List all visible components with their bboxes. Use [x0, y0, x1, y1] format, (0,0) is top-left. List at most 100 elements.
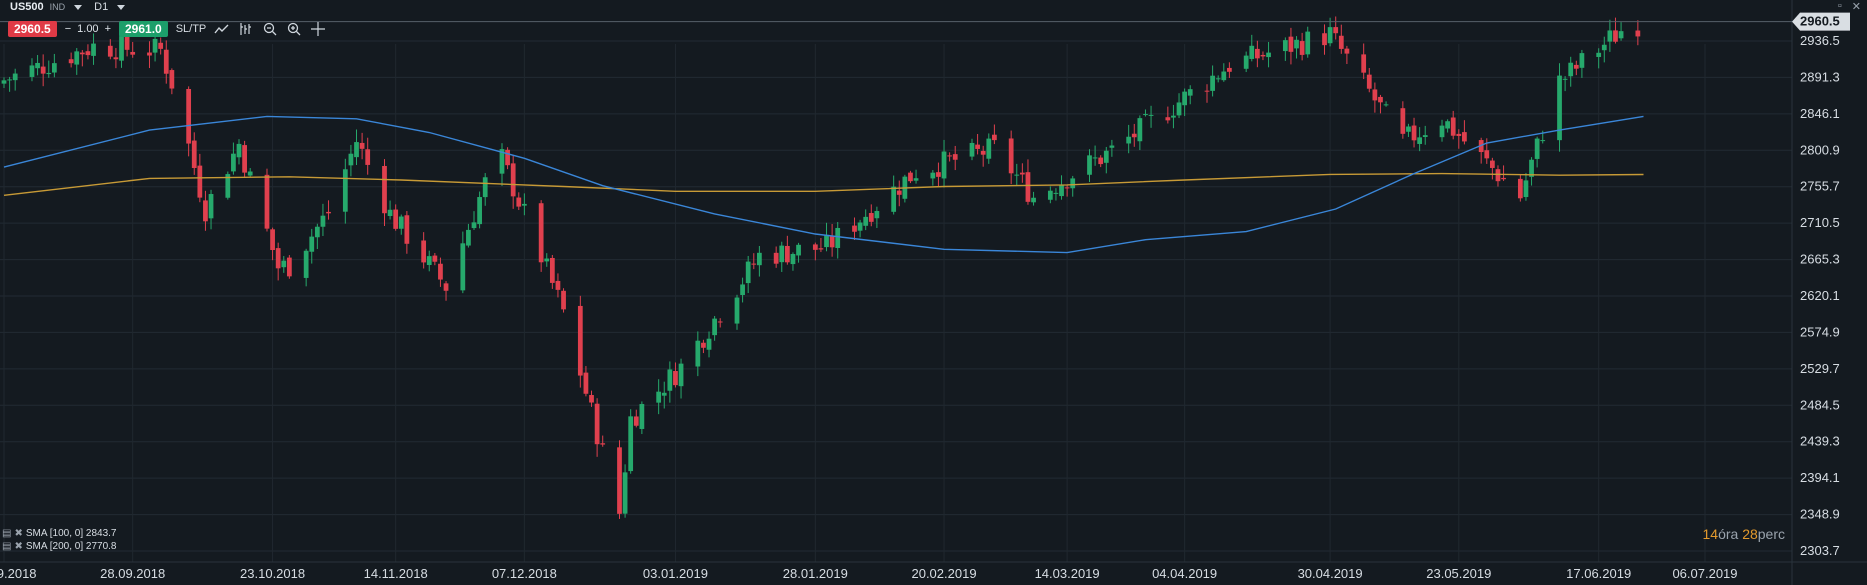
eye-icon[interactable]: ▤: [2, 528, 12, 539]
x-tick-label: 23.05.2019: [1426, 566, 1491, 581]
sell-button[interactable]: 2960.5: [8, 21, 57, 37]
candle-body: [79, 52, 85, 55]
candle-body: [779, 245, 785, 263]
close-icon[interactable]: ✕: [1851, 1, 1861, 13]
candle-body: [521, 203, 527, 206]
legend-sma100[interactable]: ▤ ✖ SMA [100, 0] 2843.7: [2, 528, 116, 539]
candle-body: [1557, 75, 1562, 141]
countdown-minutes: 28: [1742, 526, 1758, 542]
candle-body: [1573, 64, 1579, 69]
candle-body: [583, 372, 589, 394]
candle-body: [169, 70, 175, 89]
candle-body: [891, 186, 897, 212]
candle-body: [387, 209, 393, 216]
candle-body: [309, 236, 315, 252]
candle-body: [706, 338, 712, 350]
remove-icon[interactable]: ✖: [14, 541, 23, 552]
candle-body: [818, 248, 824, 250]
minimize-icon[interactable]: ▫: [1837, 0, 1842, 12]
crosshair-icon[interactable]: [310, 21, 326, 37]
candle-body: [51, 63, 57, 73]
candle-body: [303, 250, 309, 278]
buy-button[interactable]: 2961.0: [119, 21, 168, 37]
candle-body: [29, 65, 35, 77]
candle-body: [667, 369, 673, 391]
candle-body: [242, 145, 247, 173]
lot-input[interactable]: 1.00: [77, 23, 99, 35]
line-chart-icon[interactable]: [214, 21, 230, 37]
candle-body: [1579, 53, 1585, 68]
candle-body: [734, 297, 740, 324]
candle-body: [264, 174, 270, 229]
zoom-out-icon[interactable]: [262, 21, 278, 37]
candle-body: [701, 342, 706, 348]
candle-body: [1031, 197, 1036, 203]
chevron-down-icon[interactable]: [74, 4, 83, 10]
candle-body: [589, 395, 594, 403]
candle-body: [1215, 78, 1221, 80]
candle-body: [505, 149, 510, 166]
candle-body: [1596, 52, 1602, 58]
x-tick-label: 30.04.2019: [1298, 566, 1363, 581]
candle-body: [969, 142, 975, 157]
candle-body: [717, 321, 723, 323]
x-tick-label: 04.04.2019: [1152, 566, 1217, 581]
candle-body: [852, 225, 857, 232]
candle-body: [1098, 157, 1104, 165]
candle-body: [1249, 45, 1255, 59]
lot-decrement-button[interactable]: −: [64, 23, 72, 35]
candle-body: [516, 197, 522, 207]
candle-body: [74, 51, 80, 65]
candle-body: [975, 144, 980, 149]
candle-body: [639, 404, 645, 429]
sltp-button[interactable]: SL/TP: [175, 23, 207, 35]
candle-body: [443, 283, 449, 291]
candle-body: [91, 43, 96, 56]
candle-body: [1126, 136, 1132, 144]
candle-body: [1176, 102, 1182, 116]
candle-body: [510, 163, 516, 197]
candle-body: [1221, 71, 1227, 81]
candle-body: [281, 260, 287, 268]
timeframe-selector[interactable]: D1: [94, 1, 108, 13]
candle-body: [656, 391, 662, 403]
candle-body: [633, 416, 639, 426]
x-tick-label: 14.11.2018: [364, 566, 428, 581]
x-tick-label: 05.09.2018: [0, 566, 37, 581]
indicators-icon[interactable]: [238, 21, 254, 37]
candle-body: [85, 51, 91, 56]
candle-body: [1204, 90, 1210, 92]
candle-body: [740, 284, 745, 295]
candle-body: [1366, 74, 1372, 89]
candle-body: [661, 392, 667, 396]
chevron-down-icon[interactable]: [117, 4, 126, 10]
candle-body: [225, 174, 231, 198]
candle-body: [1109, 145, 1115, 148]
y-tick-label: 2755.7: [1800, 179, 1840, 194]
candle-body: [896, 190, 902, 195]
candle-body: [1025, 172, 1031, 202]
zoom-in-icon[interactable]: [286, 21, 302, 37]
candle-body: [1014, 174, 1020, 176]
candle-body: [829, 235, 835, 248]
symbol-selector[interactable]: US500: [0, 1, 44, 13]
legend-sma200[interactable]: ▤ ✖ SMA [200, 0] 2770.8: [2, 541, 116, 552]
x-tick-label: 28.09.2018: [100, 566, 165, 581]
y-tick-label: 2936.5: [1800, 33, 1840, 48]
candle-body: [980, 150, 986, 155]
candle-body: [757, 252, 762, 266]
candle-body: [1, 80, 7, 84]
candle-body: [1327, 27, 1333, 44]
candle-body: [12, 73, 18, 81]
candle-body: [1137, 118, 1143, 142]
candle-body: [1529, 159, 1534, 177]
candle-body: [107, 45, 113, 57]
sma100-line: [3, 115, 1644, 254]
x-tick-label: 14.03.2019: [1035, 566, 1100, 581]
remove-icon[interactable]: ✖: [14, 528, 23, 539]
candle-body: [247, 171, 253, 176]
candle-body: [824, 234, 829, 248]
lot-increment-button[interactable]: +: [104, 23, 111, 35]
eye-icon[interactable]: ▤: [2, 541, 12, 552]
